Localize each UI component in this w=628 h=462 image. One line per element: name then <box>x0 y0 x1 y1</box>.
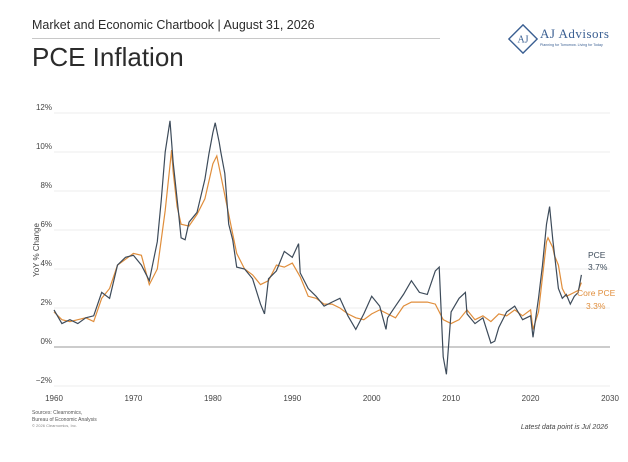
y-tick-label: 10% <box>36 142 52 151</box>
copyright-note: © 2026 Clearnomics, Inc. <box>32 423 77 428</box>
core-pce-end-value: 3.3% <box>586 301 606 311</box>
x-tick-labels: 1960 1970 1980 1990 2000 2010 2020 2030 <box>45 394 619 403</box>
y-tick-label: 0% <box>40 337 52 346</box>
y-tick-label: −2% <box>36 376 52 385</box>
chartbook-header: Market and Economic Chartbook | August 3… <box>32 18 315 32</box>
y-gridlines <box>54 112 610 387</box>
x-tick-label: 1990 <box>283 394 301 403</box>
series-line-pce <box>53 120 582 375</box>
logo-name: AJ Advisors <box>540 26 610 41</box>
x-tick-label: 1970 <box>125 394 143 403</box>
x-tick-label: 2030 <box>601 394 619 403</box>
y-tick-labels: −2% 0% 2% 4% 6% 8% 10% 12% <box>36 103 52 385</box>
y-axis-label: YoY % Change <box>32 223 41 277</box>
y-tick-label: 4% <box>40 259 52 268</box>
latest-data-note: Latest data point is Jul 2026 <box>520 424 608 431</box>
logo-tagline: Planning for Tomorrow. Living for Today <box>540 43 603 47</box>
x-tick-label: 2020 <box>522 394 540 403</box>
page-title: PCE Inflation <box>32 42 184 72</box>
y-tick-label: 12% <box>36 103 52 112</box>
x-tick-label: 1980 <box>204 394 222 403</box>
pce-end-value: 3.7% <box>588 262 608 272</box>
aj-monogram-diamond-icon: AJ <box>507 23 539 55</box>
pce-end-label: PCE <box>588 250 606 260</box>
sources-note: Sources: Clearnomics, Bureau of Economic… <box>32 410 97 430</box>
y-tick-label: 2% <box>40 298 52 307</box>
header-divider <box>32 38 440 39</box>
y-tick-label: 8% <box>40 181 52 190</box>
company-logo[interactable]: AJ AJ Advisors Planning for Tomorrow. Li… <box>507 23 618 55</box>
series-line-core-pce <box>53 150 582 330</box>
x-tick-label: 1960 <box>45 394 63 403</box>
svg-text:AJ: AJ <box>517 35 528 46</box>
x-tick-label: 2000 <box>363 394 381 403</box>
core-pce-end-label: Core PCE <box>577 288 616 298</box>
x-tick-label: 2010 <box>442 394 460 403</box>
sources-line-2: Bureau of Economic Analysis <box>32 416 97 423</box>
sources-line-1: Sources: Clearnomics, <box>32 410 83 416</box>
y-tick-label: 6% <box>40 220 52 229</box>
